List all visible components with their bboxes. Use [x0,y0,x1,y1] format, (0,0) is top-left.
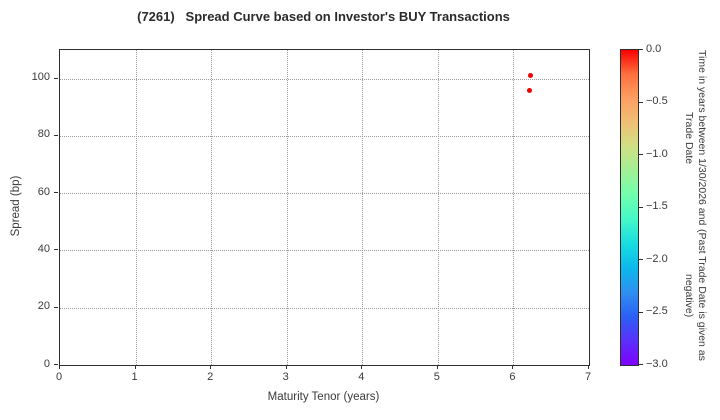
y-tick-mark-80 [54,134,58,136]
gridline-x-5 [437,50,439,365]
colorbar-label-line1: Time in years between 1/30/2026 and Trad… [683,50,708,226]
colorbar-tick-mark-4 [639,259,643,260]
chart-title: (7261) Spread Curve based on Investor's … [137,9,510,24]
colorbar-tick-label-5: −2.5 [646,305,668,317]
gridline-y-100 [60,78,589,80]
x-tick-label-1: 1 [131,371,138,383]
gridline-x-3 [286,50,288,365]
x-tick-mark-5 [436,365,438,369]
x-tick-label-2: 2 [207,371,214,383]
y-tick-label-40: 40 [37,242,50,255]
colorbar-tick-mark-6 [639,364,643,365]
x-tick-label-6: 6 [509,371,516,383]
y-tick-mark-20 [54,306,58,308]
colorbar-tick-mark-2 [639,154,643,155]
x-tick-mark-7 [588,365,589,369]
colorbar-label-line2: (Past Trade Date is given as negative) [683,229,708,362]
y-tick-label-80: 80 [37,128,50,141]
x-tick-label-5: 5 [433,371,440,383]
colorbar-gradient [620,49,639,366]
x-tick-label-0: 0 [55,371,63,383]
x-tick-mark-6 [512,365,514,369]
y-tick-mark-100 [54,77,58,79]
scatter-point-1 [526,87,532,93]
x-tick-label-7: 7 [584,371,592,383]
colorbar-tick-mark-1 [639,101,643,103]
gridline-y-40 [60,250,589,252]
colorbar-axis-label: Time in years between 1/30/2026 and Trad… [676,49,714,364]
y-tick-label-100: 100 [31,71,50,84]
colorbar-tick-label-6: −3.0 [646,357,668,370]
y-tick-label-0: 0 [43,357,50,370]
y-tick-mark-60 [54,192,58,194]
x-axis-label: Maturity Tenor (years) [267,391,380,403]
colorbar-tick-mark-3 [639,206,643,208]
x-tick-label-3: 3 [282,371,289,383]
y-tick-mark-0 [54,364,58,365]
colorbar-tick-label-0: 0.0 [646,42,662,55]
colorbar-tick-label-1: −0.5 [646,95,668,107]
x-tick-label-4: 4 [358,371,365,383]
colorbar-tick-mark-5 [639,311,643,313]
x-tick-mark-1 [134,365,136,369]
plot-area [59,49,590,366]
y-tick-mark-40 [54,249,58,251]
gridline-x-4 [362,50,364,365]
y-tick-label-60: 60 [37,185,50,198]
gridline-x-1 [135,50,137,365]
colorbar-tick-label-2: −1.0 [646,147,668,160]
scatter-point-0 [528,73,534,79]
gridline-x-2 [211,50,213,365]
x-tick-mark-0 [59,365,60,369]
colorbar-tick-label-4: −2.0 [646,252,668,265]
colorbar-tick-mark-0 [639,49,643,50]
gridline-x-6 [513,50,515,365]
colorbar-tick-label-3: −1.5 [646,200,668,212]
x-tick-mark-3 [285,365,287,369]
gridline-y-60 [60,193,589,195]
x-tick-mark-4 [361,365,363,369]
y-tick-label-20: 20 [37,300,50,313]
gridline-y-20 [60,307,589,309]
gridline-y-80 [60,135,589,137]
x-tick-mark-2 [210,365,212,369]
